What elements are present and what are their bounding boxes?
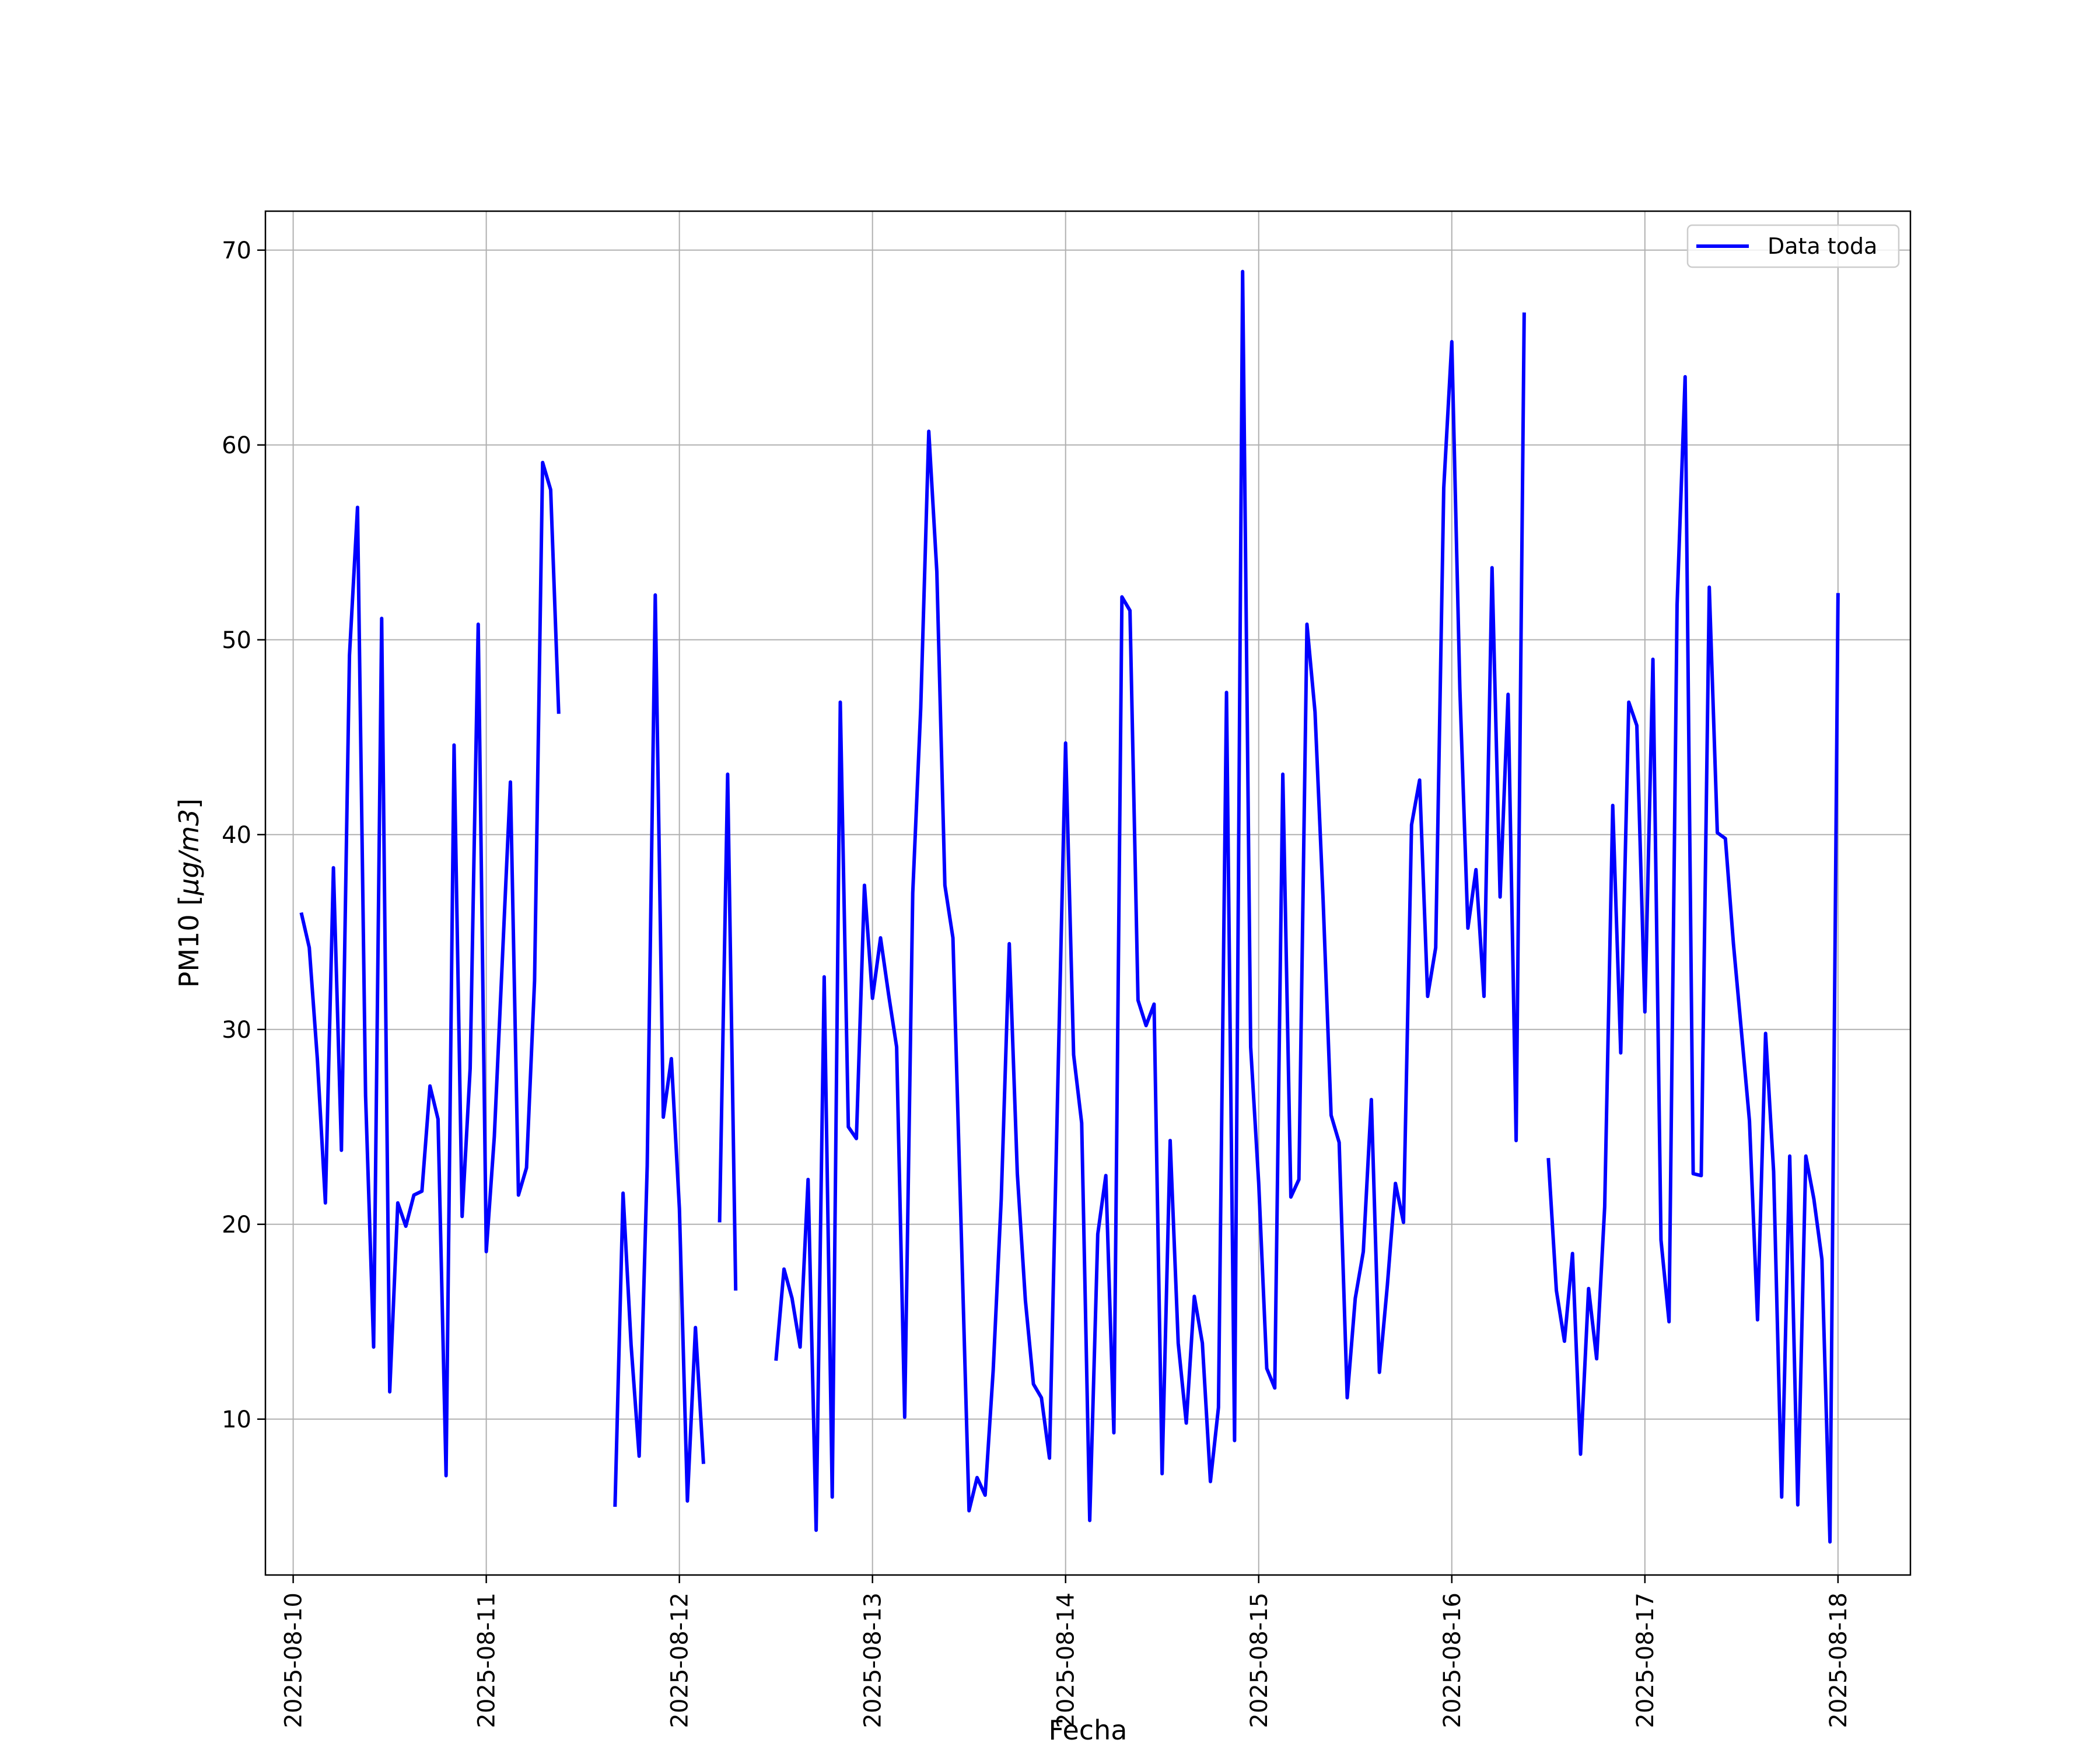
axis-ticks	[257, 249, 1839, 1583]
series-layer	[299, 270, 1840, 1544]
series-line-segment	[718, 772, 738, 1291]
legend-label: Data toda	[1768, 233, 1877, 259]
x-axis-label: Fecha	[1049, 1714, 1128, 1746]
y-axis-label-prefix: PM10 [	[173, 895, 205, 988]
y-tick-label: 60	[222, 432, 251, 459]
series-line-segment	[1546, 374, 1840, 1544]
x-tick-label: 2025-08-10	[281, 1592, 307, 1728]
x-tick-label: 2025-08-16	[1439, 1592, 1466, 1728]
y-tick-label: 30	[222, 1017, 251, 1044]
x-tick-label: 2025-08-15	[1246, 1592, 1273, 1728]
y-tick-label: 10	[222, 1406, 251, 1433]
y-tick-label: 70	[222, 237, 251, 264]
x-tick-label: 2025-08-17	[1632, 1592, 1659, 1728]
legend: Data toda	[1686, 224, 1900, 268]
plot-frame	[264, 210, 1912, 1576]
x-tick-label: 2025-08-13	[860, 1592, 887, 1728]
y-axis-label-mu: μ	[173, 878, 205, 895]
series-line-segment	[774, 270, 1526, 1532]
legend-box	[1686, 224, 1900, 268]
grid-lines	[265, 211, 1910, 1575]
x-tick-label: 2025-08-14	[1053, 1592, 1080, 1728]
series-line-segment	[613, 593, 705, 1507]
y-axis-label-suffix: ]	[173, 799, 205, 809]
x-tick-label: 2025-08-11	[474, 1592, 501, 1728]
series-line-segment	[299, 460, 561, 1478]
x-tick-labels: 2025-08-10 2025-08-11 2025-08-12 2025-08-13…	[281, 1592, 1852, 1728]
y-tick-label: 20	[222, 1212, 251, 1238]
y-axis-label: PM10 [μg/m3]	[173, 799, 205, 988]
y-axis-label-unit: g/m3	[173, 809, 205, 878]
x-tick-label: 2025-08-18	[1825, 1592, 1852, 1728]
y-tick-label: 40	[222, 822, 251, 849]
y-tick-labels: 10 20 30 40 50 60 70	[222, 237, 251, 1433]
x-tick-label: 2025-08-12	[667, 1592, 694, 1728]
y-tick-label: 50	[222, 627, 251, 654]
